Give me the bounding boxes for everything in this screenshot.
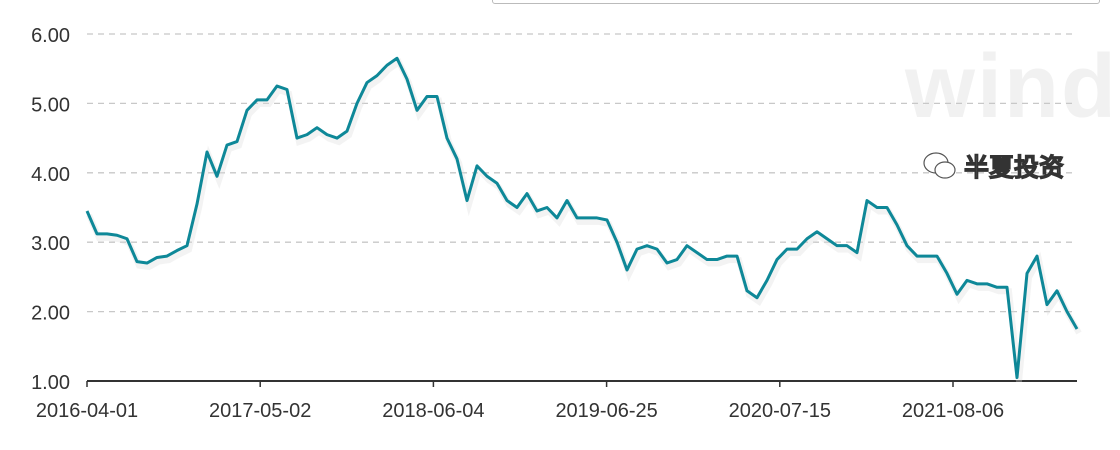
y-tick-label: 2.00 <box>31 303 70 325</box>
wechat-watermark: 半夏投资 <box>922 148 1065 184</box>
wind-watermark: wind <box>905 37 1118 137</box>
y-tick-label: 4.00 <box>31 164 70 186</box>
x-tick-label: 2018-06-04 <box>382 400 484 422</box>
x-tick-label: 2019-06-25 <box>555 400 657 422</box>
x-tick-label: 2016-04-01 <box>36 400 138 422</box>
x-tick-label: 2020-07-15 <box>729 400 831 422</box>
series-shadow <box>86 57 1082 382</box>
y-tick-label: 3.00 <box>31 233 70 255</box>
wechat-icon <box>923 152 956 179</box>
x-tick-label: 2021-08-06 <box>902 400 1004 422</box>
series-line <box>85 56 1079 380</box>
watermark-text: 半夏投资 <box>963 153 1065 183</box>
top-panel-border <box>492 0 1100 4</box>
x-tick-label: 2017-05-02 <box>209 400 311 422</box>
y-tick-label: 1.00 <box>31 372 70 394</box>
y-tick-label: 6.00 <box>31 25 70 47</box>
y-tick-label: 5.00 <box>31 94 70 116</box>
